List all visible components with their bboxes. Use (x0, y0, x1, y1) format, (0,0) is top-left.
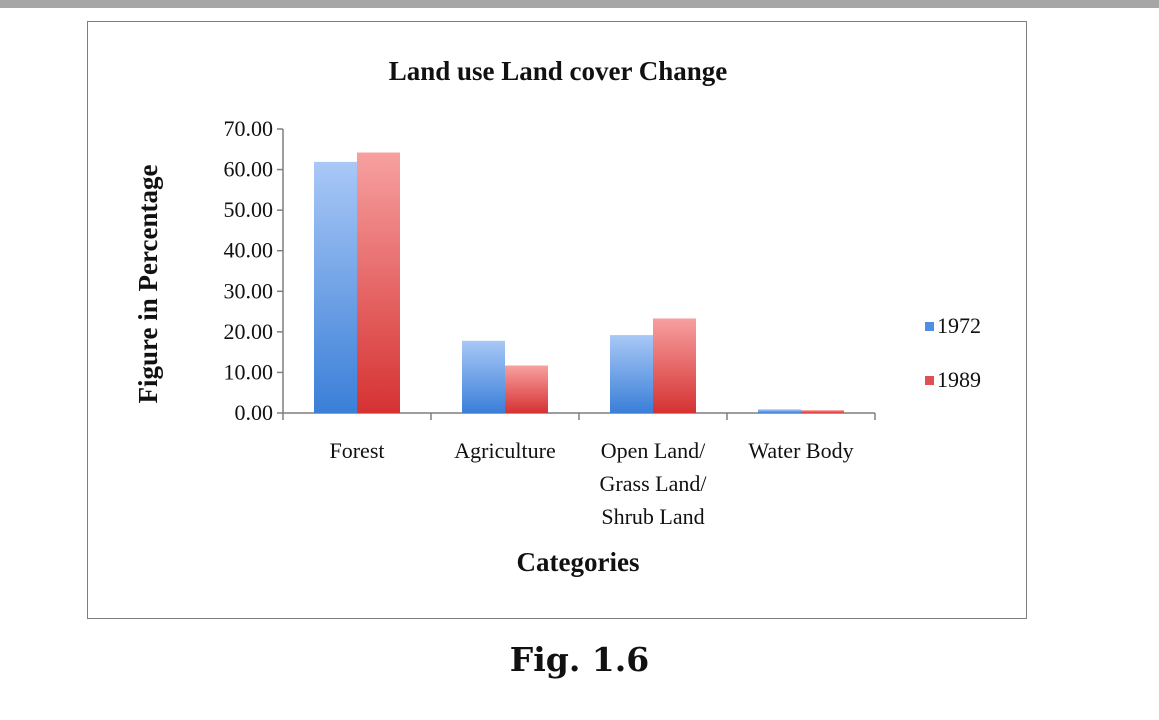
legend-swatch-1972 (925, 322, 934, 331)
y-tick-label: 50.00 (224, 197, 274, 222)
y-tick-label: 40.00 (224, 238, 274, 263)
figure-caption: Fig. 1.6 (509, 640, 650, 679)
x-axis-label: Categories (517, 547, 640, 577)
y-tick-label: 20.00 (224, 319, 274, 344)
bar-1989-3 (801, 410, 844, 413)
y-axis-label: Figure in Percentage (133, 165, 163, 404)
y-tick-label: 60.00 (224, 157, 274, 182)
x-tick-label: Water Body (748, 438, 853, 463)
bar-1989-1 (505, 365, 548, 413)
y-tick-label: 30.00 (224, 278, 274, 303)
top-rule (0, 0, 1159, 8)
y-tick-label: 70.00 (224, 116, 274, 141)
y-tick-label: 0.00 (235, 400, 274, 425)
chart-frame (87, 21, 1027, 619)
bar-1972-1 (462, 340, 505, 413)
x-tick-label: Open Land/Grass Land/Shrub Land (600, 438, 708, 529)
bar-1989-0 (357, 152, 400, 413)
legend-swatch-1989 (925, 376, 934, 385)
y-tick-label: 10.00 (224, 359, 274, 384)
bar-1989-2 (653, 318, 696, 413)
chart-title: Land use Land cover Change (389, 56, 728, 86)
legend-label-1972: 1972 (937, 313, 981, 338)
x-tick-label: Forest (330, 438, 385, 463)
bar-1972-3 (758, 409, 801, 413)
bar-1972-0 (314, 161, 357, 413)
legend-label-1989: 1989 (937, 367, 981, 392)
bar-1972-2 (610, 335, 653, 413)
x-tick-label: Agriculture (454, 438, 555, 463)
